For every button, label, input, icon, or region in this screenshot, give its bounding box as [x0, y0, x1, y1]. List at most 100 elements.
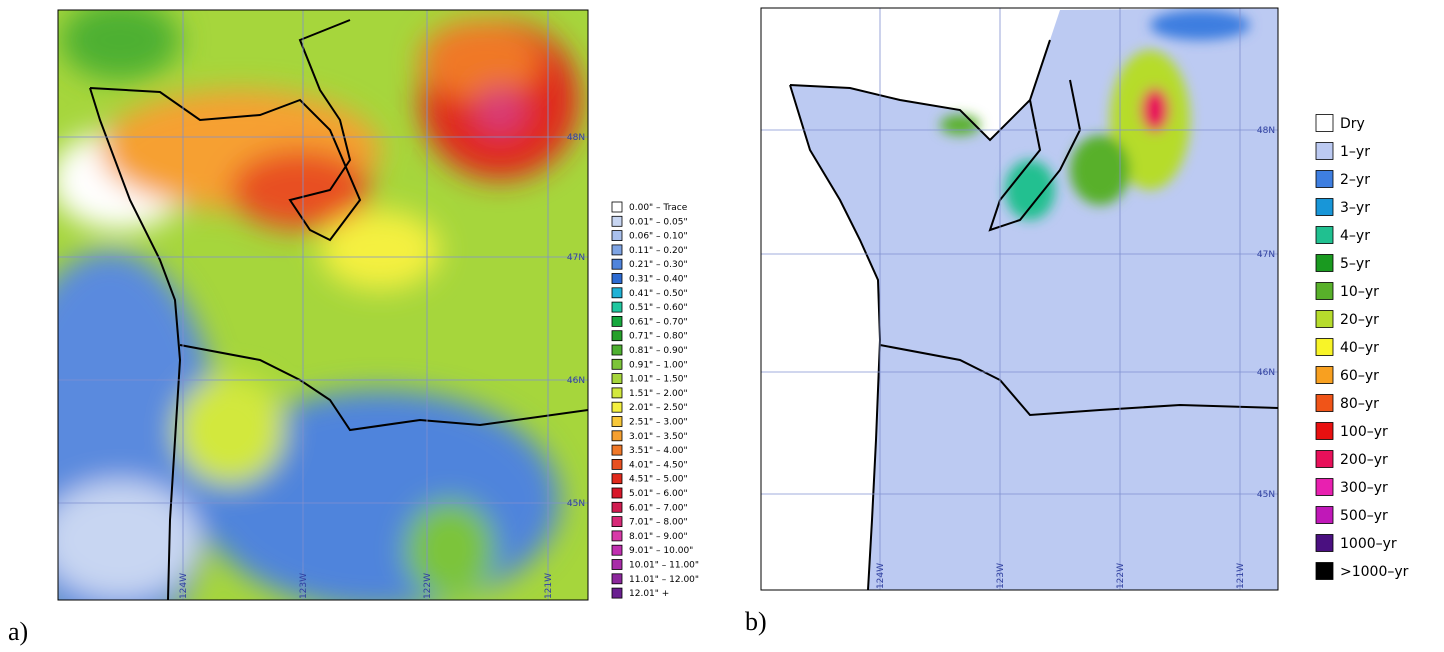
legend-swatch — [1315, 226, 1334, 244]
legend-swatch — [611, 244, 623, 256]
legend-label: 0.41" – 0.50" — [629, 289, 688, 299]
legend-label: 0.51" – 0.60" — [629, 303, 688, 313]
legend-swatch — [611, 215, 623, 227]
map-a: 48N 47N 46N 45N 124W 123W 122W 121W — [58, 10, 588, 600]
map-frame — [57, 9, 589, 601]
legend-label: 4–yr — [1340, 228, 1370, 244]
legend-label: 60–yr — [1340, 368, 1379, 384]
legend-label: 4.01" – 4.50" — [629, 460, 688, 470]
legend-label: 7.01" – 8.00" — [629, 518, 688, 528]
legend-label: 1.01" – 1.50" — [629, 375, 688, 385]
legend-swatch — [611, 401, 623, 413]
legend-swatch — [1315, 198, 1334, 216]
legend-swatch — [1315, 142, 1334, 160]
legend-label: 3.01" – 3.50" — [629, 432, 688, 442]
legend-swatch — [1315, 450, 1334, 468]
map-b: 48N 47N 46N 45N 124W 123W 122W 121W — [761, 8, 1278, 590]
lon-label: 123W — [996, 563, 1006, 589]
lat-label: 47N — [1257, 250, 1275, 260]
lon-label: 124W — [179, 573, 189, 599]
legend-swatch — [611, 573, 623, 585]
legend-swatch — [1315, 282, 1334, 300]
legend-label: 80–yr — [1340, 396, 1379, 412]
lon-label: 121W — [1236, 563, 1246, 589]
legend-swatch — [611, 530, 623, 542]
legend-swatch — [611, 473, 623, 485]
legend-swatch — [611, 544, 623, 556]
legend-label: 5.01" – 6.00" — [629, 489, 688, 499]
lat-label: 47N — [567, 253, 585, 263]
legend-swatch — [611, 430, 623, 442]
lon-label: 124W — [876, 563, 886, 589]
legend-label: 0.71" – 0.80" — [629, 332, 688, 342]
legend-swatch — [611, 287, 623, 299]
legend-swatch — [1315, 114, 1334, 132]
legend-label: 12.01" + — [629, 589, 669, 599]
legend-swatch — [611, 458, 623, 470]
legend-label: 0.00" – Trace — [629, 203, 688, 213]
legend-label: 10–yr — [1340, 284, 1379, 300]
legend-swatch — [1315, 478, 1334, 496]
legend-swatch — [611, 487, 623, 499]
legend-label: 0.11" – 0.20" — [629, 246, 688, 256]
legend-label: 8.01" – 9.00" — [629, 532, 688, 542]
legend-swatch — [611, 444, 623, 456]
legend-label: 1.51" – 2.00" — [629, 389, 688, 399]
legend-label: 2.01" – 2.50" — [629, 403, 688, 413]
legend-swatch — [611, 358, 623, 370]
legend-label: 6.01" – 7.00" — [629, 503, 688, 513]
legend-label: 5–yr — [1340, 256, 1370, 272]
lat-label: 48N — [1257, 126, 1275, 136]
legend-label: 200–yr — [1340, 452, 1388, 468]
legend-swatch — [1315, 562, 1334, 580]
legend-swatch — [611, 315, 623, 327]
legend-swatch — [611, 230, 623, 242]
legend-swatch — [1315, 506, 1334, 524]
panel-label: b) — [745, 607, 767, 636]
legend-swatch — [1315, 366, 1334, 384]
legend-swatch — [611, 387, 623, 399]
legend-label: 1–yr — [1340, 144, 1370, 160]
legend-swatch — [611, 201, 623, 213]
legend-swatch — [611, 516, 623, 527]
legend-label: 0.21" – 0.30" — [629, 260, 688, 270]
legend-swatch — [1315, 254, 1334, 272]
legend-label: 0.01" – 0.05" — [629, 217, 688, 227]
legend-label: 100–yr — [1340, 424, 1388, 440]
lat-label: 45N — [567, 499, 585, 509]
legend-swatch — [1315, 338, 1334, 356]
panel-label: a) — [8, 617, 28, 646]
legend-swatch — [611, 344, 623, 356]
legend-swatch — [1315, 534, 1334, 552]
legend-label: 3–yr — [1340, 200, 1370, 216]
lon-label: 123W — [299, 573, 309, 599]
legend-swatch — [1315, 170, 1334, 188]
legend-label: 500–yr — [1340, 508, 1388, 524]
map-frame — [760, 7, 1279, 591]
lat-label: 46N — [1257, 368, 1275, 378]
legend-swatch — [611, 587, 623, 599]
lat-label: 46N — [567, 376, 585, 386]
legend-label: 11.01" – 12.00" — [629, 575, 699, 585]
legend-swatch — [1315, 422, 1334, 440]
legend-swatch — [611, 330, 623, 342]
legend-label: 0.06" – 0.10" — [629, 232, 688, 242]
legend-label: 10.01" – 11.00" — [629, 561, 699, 571]
legend-label: 0.91" – 1.00" — [629, 360, 688, 370]
legend-label: 0.31" – 0.40" — [629, 275, 688, 285]
legend-label: 300–yr — [1340, 480, 1388, 496]
lat-label: 45N — [1257, 490, 1275, 500]
lat-label: 48N — [567, 133, 585, 143]
legend-label: Dry — [1340, 116, 1365, 132]
legend-label: 0.81" – 0.90" — [629, 346, 688, 356]
legend-label: 3.51" – 4.00" — [629, 446, 688, 456]
legend-label: 1000–yr — [1340, 536, 1397, 552]
legend-label: 2–yr — [1340, 172, 1370, 188]
legend-swatch — [611, 273, 623, 284]
legend-swatch — [611, 559, 623, 570]
lon-label: 122W — [423, 573, 433, 599]
legend-label: 4.51" – 5.00" — [629, 475, 688, 485]
legend-swatch — [611, 501, 623, 513]
legend-label: 0.61" – 0.70" — [629, 317, 688, 327]
